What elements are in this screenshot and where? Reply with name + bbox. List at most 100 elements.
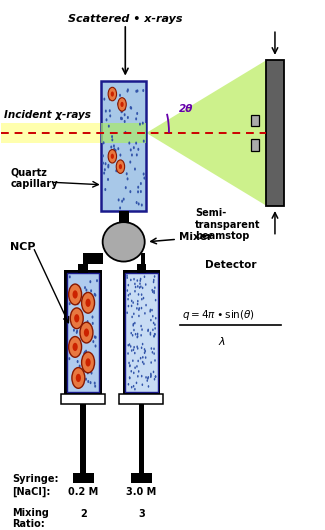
Circle shape: [140, 190, 142, 193]
Circle shape: [103, 142, 105, 144]
Circle shape: [85, 288, 87, 292]
Circle shape: [137, 148, 139, 151]
Circle shape: [71, 314, 72, 317]
Circle shape: [127, 344, 129, 347]
Circle shape: [126, 289, 128, 292]
Circle shape: [69, 275, 71, 278]
FancyBboxPatch shape: [61, 394, 105, 404]
Circle shape: [135, 90, 137, 93]
Circle shape: [134, 282, 136, 285]
Circle shape: [150, 308, 151, 311]
Circle shape: [87, 380, 89, 383]
Circle shape: [131, 305, 132, 307]
FancyBboxPatch shape: [141, 253, 145, 264]
Circle shape: [152, 290, 154, 293]
FancyBboxPatch shape: [101, 122, 146, 143]
Circle shape: [141, 298, 143, 301]
Circle shape: [142, 356, 144, 359]
Circle shape: [134, 322, 136, 324]
FancyBboxPatch shape: [80, 404, 86, 473]
Circle shape: [78, 340, 80, 343]
Circle shape: [107, 178, 109, 181]
Circle shape: [136, 90, 138, 92]
Circle shape: [92, 340, 94, 343]
FancyBboxPatch shape: [83, 253, 103, 264]
Circle shape: [150, 361, 152, 364]
Circle shape: [133, 329, 135, 331]
Text: Scattered • x-rays: Scattered • x-rays: [68, 14, 183, 24]
Circle shape: [126, 90, 128, 93]
Circle shape: [121, 163, 123, 166]
Circle shape: [143, 139, 145, 143]
Text: 2θ: 2θ: [179, 104, 193, 114]
Circle shape: [150, 347, 152, 350]
Circle shape: [74, 314, 79, 322]
Circle shape: [144, 350, 146, 352]
Circle shape: [141, 375, 143, 377]
Circle shape: [136, 365, 138, 368]
Circle shape: [82, 352, 95, 373]
Circle shape: [87, 307, 89, 310]
Circle shape: [119, 94, 121, 97]
Circle shape: [136, 307, 138, 310]
Circle shape: [128, 305, 129, 307]
Circle shape: [137, 375, 139, 377]
Circle shape: [69, 284, 82, 305]
Circle shape: [113, 144, 115, 147]
Circle shape: [129, 190, 131, 193]
Circle shape: [136, 336, 138, 339]
Circle shape: [150, 319, 152, 321]
Circle shape: [128, 142, 130, 145]
Circle shape: [77, 360, 79, 363]
Circle shape: [103, 172, 105, 175]
Circle shape: [133, 278, 135, 280]
Circle shape: [147, 330, 149, 332]
Circle shape: [102, 162, 104, 165]
FancyBboxPatch shape: [1, 122, 101, 143]
Circle shape: [84, 329, 89, 337]
Circle shape: [141, 347, 142, 349]
Circle shape: [145, 283, 147, 286]
Circle shape: [106, 118, 108, 121]
Circle shape: [132, 359, 134, 362]
Circle shape: [105, 162, 107, 165]
Text: B: B: [138, 474, 145, 484]
FancyBboxPatch shape: [131, 473, 152, 483]
Text: Mixing: Mixing: [12, 508, 49, 518]
FancyBboxPatch shape: [101, 81, 146, 211]
Circle shape: [133, 146, 135, 149]
Circle shape: [140, 182, 142, 185]
Circle shape: [145, 304, 147, 306]
Circle shape: [108, 164, 109, 167]
Circle shape: [134, 167, 136, 171]
FancyBboxPatch shape: [64, 270, 102, 395]
Circle shape: [129, 343, 130, 346]
Circle shape: [94, 382, 96, 385]
Circle shape: [152, 329, 154, 331]
Circle shape: [130, 107, 132, 110]
Circle shape: [134, 366, 136, 369]
FancyBboxPatch shape: [266, 60, 284, 206]
Circle shape: [126, 277, 128, 279]
Circle shape: [110, 146, 112, 148]
Circle shape: [150, 332, 151, 334]
Text: 0.2 M: 0.2 M: [68, 488, 98, 497]
Circle shape: [141, 293, 142, 296]
Circle shape: [141, 383, 143, 386]
Circle shape: [84, 336, 85, 339]
Circle shape: [147, 377, 149, 380]
Circle shape: [150, 333, 151, 335]
Text: 3.0 M: 3.0 M: [126, 488, 157, 497]
Circle shape: [130, 370, 132, 373]
Circle shape: [68, 293, 70, 296]
Circle shape: [148, 329, 149, 331]
Circle shape: [137, 347, 138, 350]
Circle shape: [120, 117, 122, 120]
Circle shape: [124, 120, 126, 123]
Circle shape: [126, 275, 128, 277]
Circle shape: [153, 335, 155, 338]
Circle shape: [155, 376, 156, 378]
Circle shape: [113, 147, 115, 151]
Circle shape: [131, 349, 133, 352]
Circle shape: [137, 285, 138, 288]
